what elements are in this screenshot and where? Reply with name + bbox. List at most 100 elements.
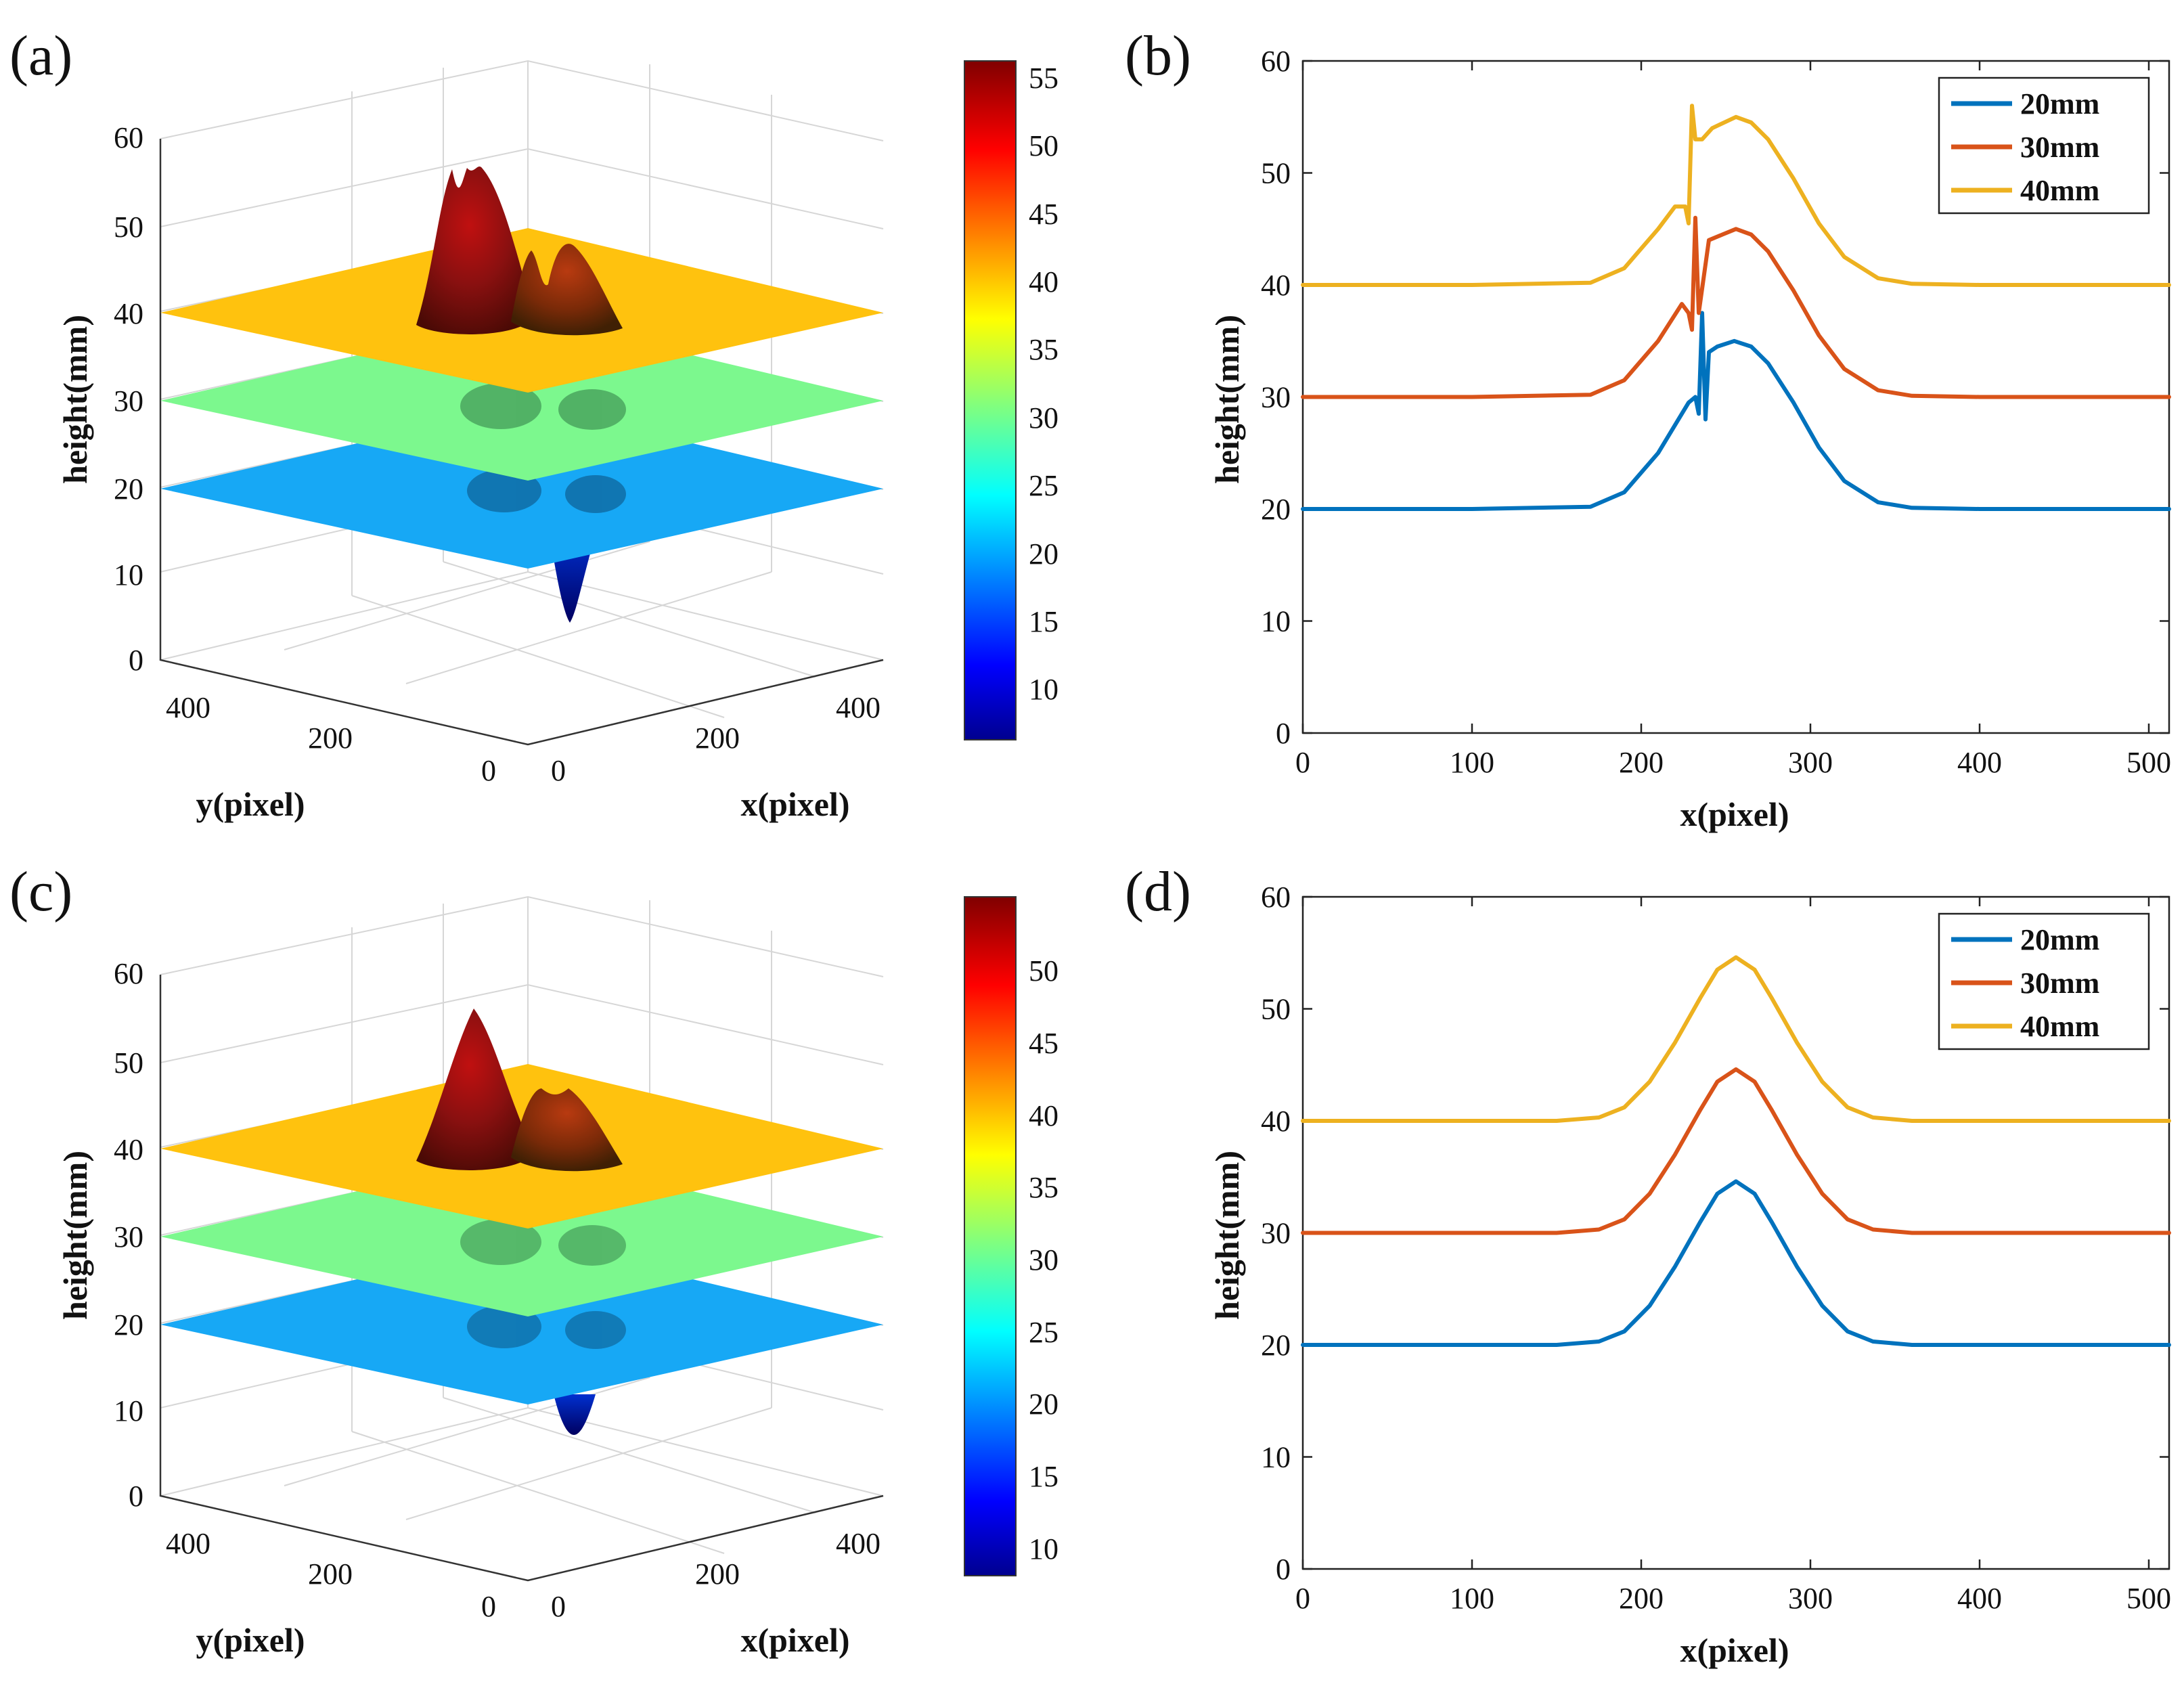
panel-b-ytick-label: 0 bbox=[1276, 717, 1291, 750]
colorbar-c-tick: 45 bbox=[1029, 1027, 1058, 1060]
panel-c-xtick-labels: 0 200 400 bbox=[551, 1527, 881, 1623]
panel-d-xtick-label: 200 bbox=[1619, 1582, 1664, 1615]
colorbar-a-tick: 15 bbox=[1029, 605, 1058, 638]
panel-b-series-40mm bbox=[1301, 104, 2171, 287]
panel-c-xtick: 0 bbox=[551, 1590, 566, 1623]
panel-d-label: (d) bbox=[1125, 860, 1191, 923]
panel-d-series-40mm bbox=[1301, 955, 2171, 1123]
panel-c-ytick: 0 bbox=[481, 1590, 496, 1623]
panel-d-xtick-label: 0 bbox=[1295, 1582, 1310, 1615]
panel-d-ytick-label: 10 bbox=[1261, 1441, 1291, 1474]
panel-a-ztick: 50 bbox=[114, 210, 143, 244]
panel-a-ylabel: y(pixel) bbox=[196, 785, 305, 823]
colorbar-c-tick: 35 bbox=[1029, 1171, 1058, 1204]
panel-c-ytick: 400 bbox=[166, 1527, 210, 1560]
panel-d-legend: 20mm 30mm 40mm bbox=[1938, 912, 2150, 1050]
panel-a-axes bbox=[159, 139, 884, 746]
panel-b-legend-label: 40mm bbox=[2020, 174, 2099, 207]
colorbar-a-bar bbox=[964, 60, 1017, 740]
panel-d-xlabel: x(pixel) bbox=[1680, 1631, 1789, 1669]
panel-d-legend-label: 40mm bbox=[2020, 1010, 2099, 1043]
colorbar-c-tick: 40 bbox=[1029, 1099, 1058, 1132]
panel-d-ytick-label: 0 bbox=[1276, 1553, 1291, 1586]
colorbar-a-tick: 40 bbox=[1029, 265, 1058, 298]
colorbar-c-tick: 15 bbox=[1029, 1460, 1058, 1493]
panel-b-xtick-label: 100 bbox=[1450, 746, 1494, 779]
panel-a-label: (a) bbox=[9, 24, 72, 87]
panel-d-legend-label: 30mm bbox=[2020, 967, 2099, 1000]
panel-b-ytick-label: 30 bbox=[1261, 381, 1291, 414]
panel-a-xlabel: x(pixel) bbox=[740, 785, 849, 823]
panel-a-ytick-labels: 400 200 0 bbox=[166, 691, 496, 787]
panel-c-ztick-labels: 0 10 20 30 40 50 60 bbox=[114, 957, 143, 1513]
colorbar-c-tick: 20 bbox=[1029, 1388, 1058, 1421]
panel-b-xlabel: x(pixel) bbox=[1680, 795, 1789, 833]
panel-a-ytick: 200 bbox=[308, 722, 353, 755]
colorbar-c-tick: 25 bbox=[1029, 1316, 1058, 1349]
panel-d-series-30mm bbox=[1301, 1067, 2171, 1235]
panel-b-legend-label: 20mm bbox=[2020, 87, 2099, 120]
panel-a-xtick: 200 bbox=[695, 722, 740, 755]
panel-d-xtick-label: 400 bbox=[1957, 1582, 2002, 1615]
panel-c-label: (c) bbox=[9, 860, 72, 923]
colorbar-a-tick: 30 bbox=[1029, 401, 1058, 435]
panel-d-xtick-label: 500 bbox=[2126, 1582, 2171, 1615]
panel-b-series-30mm bbox=[1301, 215, 2171, 399]
colorbar-a-tick: 35 bbox=[1029, 333, 1058, 366]
panel-c-peak-side bbox=[511, 1088, 623, 1172]
panel-a-ztick: 20 bbox=[114, 472, 143, 506]
panel-c-axes bbox=[159, 975, 884, 1582]
colorbar-a-tick: 10 bbox=[1029, 673, 1058, 706]
panel-c-peak-main bbox=[416, 1009, 535, 1170]
panel-c-ztick: 50 bbox=[114, 1046, 143, 1080]
colorbar-c-ticks: 10 15 20 25 30 35 40 45 50 bbox=[1029, 954, 1058, 1566]
panel-a-ytick: 0 bbox=[481, 754, 496, 787]
panel-a-ztick: 40 bbox=[114, 297, 143, 330]
panel-d-ylabel: height(mm) bbox=[1208, 1151, 1246, 1320]
panel-d-xtick-label: 300 bbox=[1788, 1582, 1833, 1615]
panel-d-ytick-label: 30 bbox=[1261, 1217, 1291, 1250]
panel-a-xtick: 400 bbox=[836, 691, 881, 724]
colorbar-a-tick: 45 bbox=[1029, 198, 1058, 231]
panel-d-xtick-label: 100 bbox=[1450, 1582, 1494, 1615]
colorbar-a: 10 15 20 25 30 35 40 45 50 55 bbox=[964, 60, 1058, 740]
panel-c-ytick: 200 bbox=[308, 1557, 353, 1591]
panel-a-ytick: 400 bbox=[166, 691, 210, 724]
panel-c-plane-30-holes bbox=[460, 1219, 626, 1266]
panel-a-plane-30-holes bbox=[460, 383, 626, 430]
panel-b-xtick-label: 300 bbox=[1788, 746, 1833, 779]
panel-d-ytick-label: 60 bbox=[1261, 881, 1291, 914]
panel-a-ztick: 30 bbox=[114, 384, 143, 418]
colorbar-a-tick: 55 bbox=[1029, 62, 1058, 95]
panel-c-dip bbox=[554, 1394, 596, 1435]
panel-c-ztick: 40 bbox=[114, 1133, 143, 1166]
colorbar-c-tick: 10 bbox=[1029, 1532, 1058, 1566]
panel-c-xlabel: x(pixel) bbox=[740, 1621, 849, 1659]
panel-b-ytick-label: 50 bbox=[1261, 157, 1291, 190]
panel-b-legend-label: 30mm bbox=[2020, 131, 2099, 164]
panel-b-xtick-label: 500 bbox=[2126, 746, 2171, 779]
colorbar-a-tick: 25 bbox=[1029, 469, 1058, 502]
panel-c-plane-20-holes bbox=[467, 1305, 626, 1349]
panel-a-ztick: 0 bbox=[129, 644, 143, 677]
panel-d: (d) height(mm) x(pixel) 0 10 20 30 40 50 60 0 10… bbox=[1125, 860, 2171, 1669]
panel-c: (c) 0 10 20 30 40 50 60 400 200 0 0 200 … bbox=[9, 860, 884, 1659]
panel-b: (b) height(mm) x(pixel) 0 10 20 30 40 50 60 0 10… bbox=[1125, 24, 2171, 833]
panel-b-legend: 20mm 30mm 40mm bbox=[1938, 76, 2150, 215]
panel-c-ztick: 10 bbox=[114, 1394, 143, 1427]
colorbar-a-tick: 50 bbox=[1029, 129, 1058, 162]
panel-a-ztick: 60 bbox=[114, 121, 143, 154]
colorbar-a-tick: 20 bbox=[1029, 537, 1058, 571]
panel-c-ylabel: y(pixel) bbox=[196, 1621, 305, 1659]
panel-b-xtick-label: 200 bbox=[1619, 746, 1664, 779]
panel-b-ytick-label: 20 bbox=[1261, 493, 1291, 526]
colorbar-c-tick: 30 bbox=[1029, 1243, 1058, 1277]
panel-d-legend-label: 20mm bbox=[2020, 923, 2099, 956]
panel-c-zlabel: height(mm) bbox=[56, 1151, 94, 1320]
panel-a-ztick-labels: 0 10 20 30 40 50 60 bbox=[114, 121, 143, 677]
panel-a-peak-main bbox=[416, 167, 535, 334]
panel-d-ytick-label: 40 bbox=[1261, 1105, 1291, 1138]
panel-a: (a) 0 10 20 30 40 50 60 400 200 0 0 200 … bbox=[9, 24, 884, 823]
colorbar-a-ticks: 10 15 20 25 30 35 40 45 50 55 bbox=[1029, 62, 1058, 706]
